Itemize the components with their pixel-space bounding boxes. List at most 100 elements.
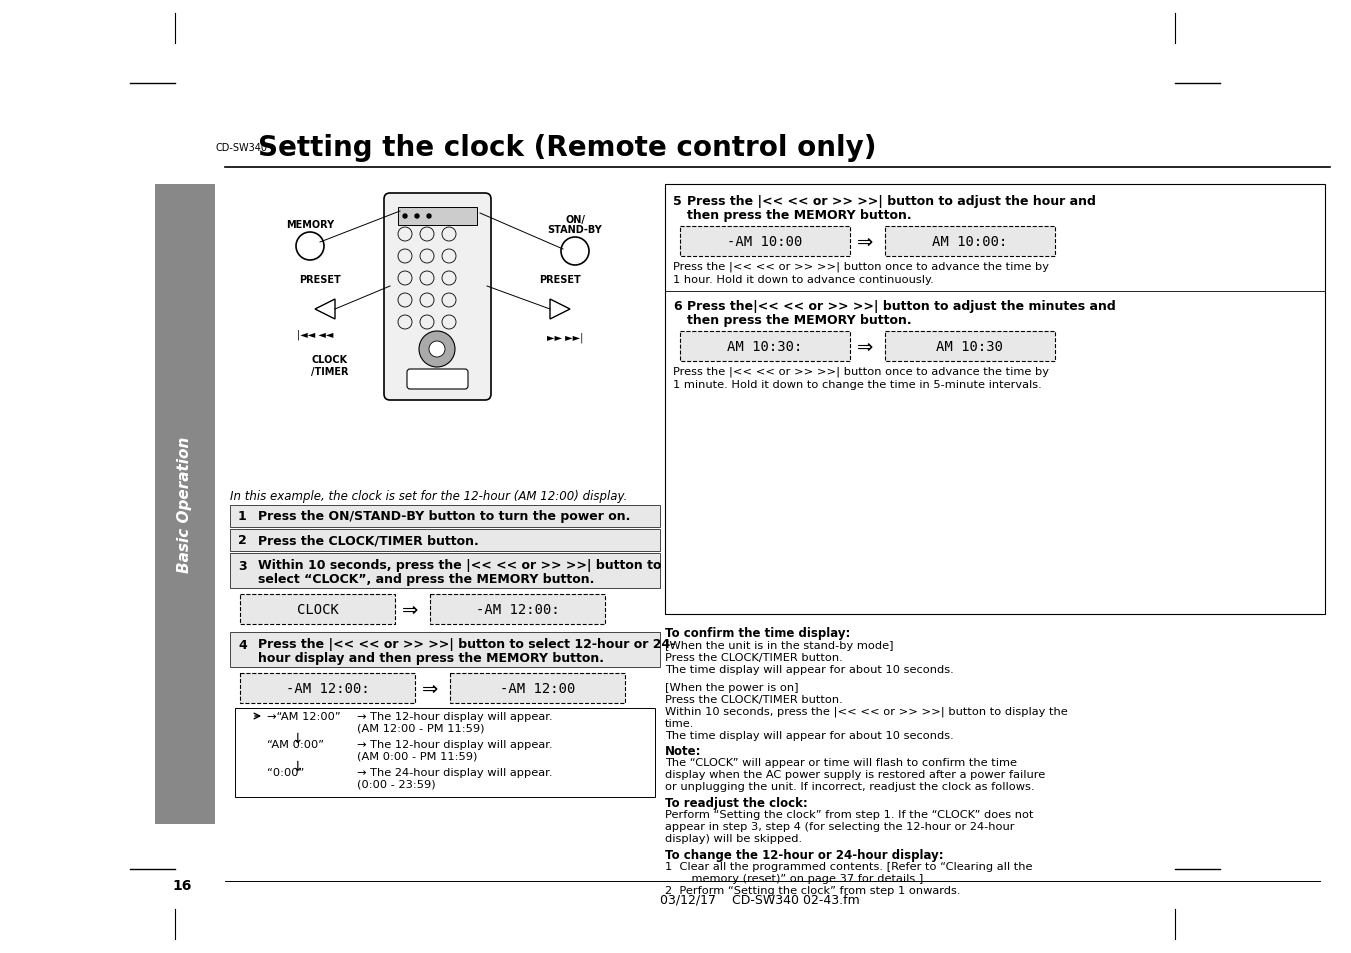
- Text: Press the |<< << or >> >>| button to select 12-hour or 24-: Press the |<< << or >> >>| button to sel…: [258, 638, 676, 650]
- Text: 2: 2: [238, 534, 247, 547]
- Text: The “CLOCK” will appear or time will flash to confirm the time: The “CLOCK” will appear or time will fla…: [665, 758, 1017, 767]
- Text: 2  Perform “Setting the clock” from step 1 onwards.: 2 Perform “Setting the clock” from step …: [665, 885, 961, 895]
- Text: appear in step 3, step 4 (for selecting the 12-hour or 24-hour: appear in step 3, step 4 (for selecting …: [665, 821, 1015, 831]
- Bar: [230, 554, 661, 588]
- Text: Press the CLOCK/TIMER button.: Press the CLOCK/TIMER button.: [665, 695, 843, 704]
- Text: Press the|<< << or >> >>| button to adjust the minutes and: Press the|<< << or >> >>| button to adju…: [688, 299, 1116, 313]
- Text: The time display will appear for about 10 seconds.: The time display will appear for about 1…: [665, 730, 954, 740]
- Text: Press the ON/STAND-BY button to turn the power on.: Press the ON/STAND-BY button to turn the…: [258, 510, 631, 523]
- Bar: [399, 208, 477, 226]
- Text: or unplugging the unit. If incorrect, readjust the clock as follows.: or unplugging the unit. If incorrect, re…: [665, 781, 1035, 791]
- Text: PRESET: PRESET: [539, 274, 581, 285]
- Bar: [430, 595, 605, 624]
- Text: AM 10:00:: AM 10:00:: [932, 234, 1008, 249]
- Text: 1: 1: [238, 510, 247, 523]
- Text: Press the CLOCK/TIMER button.: Press the CLOCK/TIMER button.: [665, 652, 843, 662]
- Text: To readjust the clock:: To readjust the clock:: [665, 796, 808, 809]
- Text: → The 24-hour display will appear.: → The 24-hour display will appear.: [357, 767, 553, 778]
- Text: -AM 10:00: -AM 10:00: [727, 234, 802, 249]
- Text: ON/: ON/: [565, 214, 585, 225]
- Text: 03/12/17    CD-SW340 02-43.fm: 03/12/17 CD-SW340 02-43.fm: [661, 893, 859, 905]
- Bar: [885, 227, 1055, 256]
- Text: Basic Operation: Basic Operation: [177, 436, 192, 573]
- Polygon shape: [550, 299, 570, 319]
- Text: → The 12-hour display will appear.: → The 12-hour display will appear.: [357, 711, 553, 721]
- Text: CLOCK: CLOCK: [297, 602, 339, 617]
- Bar: [680, 227, 850, 256]
- Text: 1 hour. Hold it down to advance continuously.: 1 hour. Hold it down to advance continuo…: [673, 274, 934, 285]
- Text: Within 10 seconds, press the |<< << or >> >>| button to: Within 10 seconds, press the |<< << or >…: [258, 558, 662, 572]
- Text: Within 10 seconds, press the |<< << or >> >>| button to display the: Within 10 seconds, press the |<< << or >…: [665, 706, 1067, 717]
- Bar: [240, 673, 415, 703]
- Text: /TIMER: /TIMER: [311, 367, 349, 376]
- Text: display) will be skipped.: display) will be skipped.: [665, 833, 802, 843]
- Bar: [450, 673, 626, 703]
- Text: display when the AC power supply is restored after a power failure: display when the AC power supply is rest…: [665, 769, 1046, 780]
- Text: ⇒: ⇒: [422, 679, 438, 698]
- Text: → The 12-hour display will appear.: → The 12-hour display will appear.: [357, 740, 553, 749]
- Text: To change the 12-hour or 24-hour display:: To change the 12-hour or 24-hour display…: [665, 848, 943, 862]
- Text: AM 10:30: AM 10:30: [936, 339, 1004, 354]
- Text: Press the |<< << or >> >>| button to adjust the hour and: Press the |<< << or >> >>| button to adj…: [688, 194, 1096, 208]
- Text: hour display and then press the MEMORY button.: hour display and then press the MEMORY b…: [258, 651, 604, 664]
- Text: Press the |<< << or >> >>| button once to advance the time by: Press the |<< << or >> >>| button once t…: [673, 367, 1048, 377]
- Text: ►► ►►|: ►► ►►|: [547, 333, 584, 343]
- Text: ⇒: ⇒: [401, 599, 419, 618]
- Text: 1 minute. Hold it down to change the time in 5-minute intervals.: 1 minute. Hold it down to change the tim…: [673, 379, 1042, 390]
- Circle shape: [415, 214, 419, 219]
- Text: memory (reset)” on page 37 for details.]: memory (reset)” on page 37 for details.]: [677, 873, 923, 883]
- Text: ↓: ↓: [292, 731, 303, 745]
- Bar: [230, 633, 661, 667]
- Text: ↓: ↓: [292, 760, 303, 773]
- Text: -AM 12:00: -AM 12:00: [500, 681, 576, 696]
- Text: -AM 12:00:: -AM 12:00:: [476, 602, 559, 617]
- Text: CLOCK: CLOCK: [312, 355, 349, 365]
- Text: 3: 3: [238, 559, 247, 573]
- Text: ⇒: ⇒: [857, 337, 873, 356]
- Bar: [680, 332, 850, 361]
- Text: (0:00 - 23:59): (0:00 - 23:59): [357, 780, 435, 789]
- Text: To confirm the time display:: To confirm the time display:: [665, 626, 850, 639]
- Text: -AM 12:00:: -AM 12:00:: [285, 681, 369, 696]
- Text: then press the MEMORY button.: then press the MEMORY button.: [688, 314, 912, 327]
- Polygon shape: [315, 299, 335, 319]
- Text: Perform “Setting the clock” from step 1. If the “CLOCK” does not: Perform “Setting the clock” from step 1.…: [665, 809, 1034, 820]
- Circle shape: [419, 332, 455, 368]
- Bar: [230, 505, 661, 527]
- Bar: [680, 227, 850, 256]
- Bar: [430, 595, 605, 624]
- Text: |◄◄ ◄◄: |◄◄ ◄◄: [297, 330, 334, 340]
- Text: ⇒: ⇒: [857, 233, 873, 252]
- Text: 5: 5: [673, 194, 682, 208]
- Text: CD-SW340: CD-SW340: [215, 143, 267, 152]
- Text: [When the power is on]: [When the power is on]: [665, 682, 798, 692]
- Text: 4: 4: [238, 639, 247, 651]
- Text: 1  Clear all the programmed contents. [Refer to “Clearing all the: 1 Clear all the programmed contents. [Re…: [665, 862, 1032, 871]
- Text: select “CLOCK”, and press the MEMORY button.: select “CLOCK”, and press the MEMORY but…: [258, 573, 594, 585]
- Text: STAND-BY: STAND-BY: [547, 225, 603, 234]
- Bar: [235, 708, 655, 797]
- Bar: [450, 673, 626, 703]
- Text: PRESET: PRESET: [299, 274, 340, 285]
- Circle shape: [427, 214, 431, 219]
- Text: The time display will appear for about 10 seconds.: The time display will appear for about 1…: [665, 664, 954, 675]
- Text: (AM 12:00 - PM 11:59): (AM 12:00 - PM 11:59): [357, 723, 485, 733]
- Circle shape: [430, 341, 444, 357]
- Circle shape: [403, 214, 407, 219]
- Text: Press the |<< << or >> >>| button once to advance the time by: Press the |<< << or >> >>| button once t…: [673, 262, 1048, 273]
- Bar: [885, 332, 1055, 361]
- FancyBboxPatch shape: [407, 370, 467, 390]
- Text: Setting the clock (Remote control only): Setting the clock (Remote control only): [258, 133, 877, 162]
- Bar: [680, 332, 850, 361]
- Text: AM 10:30:: AM 10:30:: [727, 339, 802, 354]
- Text: (AM 0:00 - PM 11:59): (AM 0:00 - PM 11:59): [357, 751, 477, 761]
- Text: →“AM 12:00”: →“AM 12:00”: [267, 711, 340, 721]
- Text: MEMORY: MEMORY: [286, 220, 334, 230]
- Text: In this example, the clock is set for the 12-hour (AM 12:00) display.: In this example, the clock is set for th…: [230, 490, 627, 502]
- Text: [When the unit is in the stand-by mode]: [When the unit is in the stand-by mode]: [665, 640, 893, 650]
- Bar: [155, 185, 215, 824]
- Bar: [240, 595, 394, 624]
- Text: time.: time.: [665, 719, 694, 728]
- Bar: [885, 227, 1055, 256]
- Text: Press the CLOCK/TIMER button.: Press the CLOCK/TIMER button.: [258, 534, 478, 547]
